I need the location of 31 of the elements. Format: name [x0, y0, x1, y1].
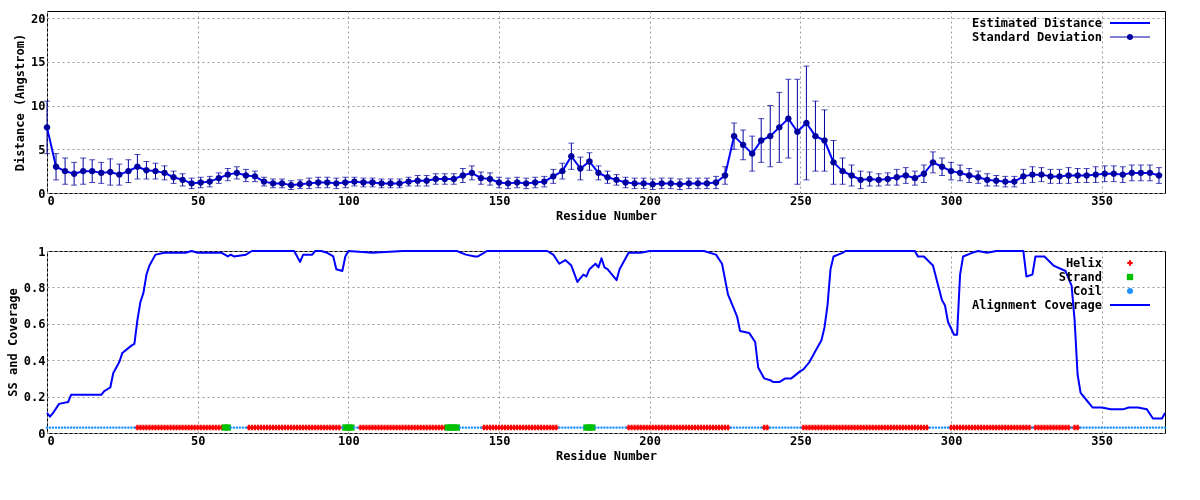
- x-axis-title: Residue Number: [555, 448, 658, 463]
- x-tick-label: 350: [1091, 433, 1114, 448]
- x-tick-label: 200: [639, 433, 662, 448]
- y-tick-label: 0.6: [23, 317, 46, 332]
- y-tick-label: 1: [38, 244, 46, 259]
- x-tick-label: 50: [190, 193, 206, 208]
- x-tick-label: 300: [940, 193, 963, 208]
- y-tick-label: 0.8: [23, 280, 46, 295]
- y-axis-title: Distance (Angstrom): [13, 33, 28, 172]
- legend-label: Estimated Distance: [971, 16, 1102, 30]
- y-axis-title: SS and Coverage: [5, 288, 20, 397]
- x-tick-label: 100: [338, 433, 360, 448]
- x-tick-label: 250: [790, 193, 812, 208]
- legend-label: Helix: [1065, 256, 1102, 270]
- x-tick-label: 150: [488, 433, 511, 448]
- legend-label: Standard Deviation: [971, 30, 1102, 44]
- x-tick-label: 50: [190, 433, 206, 448]
- y-tick-label: 15: [31, 55, 46, 70]
- x-tick-label: 200: [639, 193, 662, 208]
- x-tick-label: 300: [940, 433, 963, 448]
- x-tick-label: 250: [790, 433, 812, 448]
- x-tick-label: 350: [1091, 193, 1114, 208]
- x-tick-label: 150: [488, 193, 511, 208]
- y-tick-label: 0.2: [23, 390, 46, 405]
- x-axis-title: Residue Number: [555, 208, 658, 223]
- x-tick-label: 100: [338, 193, 360, 208]
- y-tick-label: 20: [31, 11, 46, 26]
- y-tick-label: 5: [38, 142, 46, 157]
- y-tick-label: 10: [31, 99, 46, 113]
- legend-label: Coil: [1073, 284, 1102, 298]
- y-tick-label: 0.4: [23, 353, 46, 368]
